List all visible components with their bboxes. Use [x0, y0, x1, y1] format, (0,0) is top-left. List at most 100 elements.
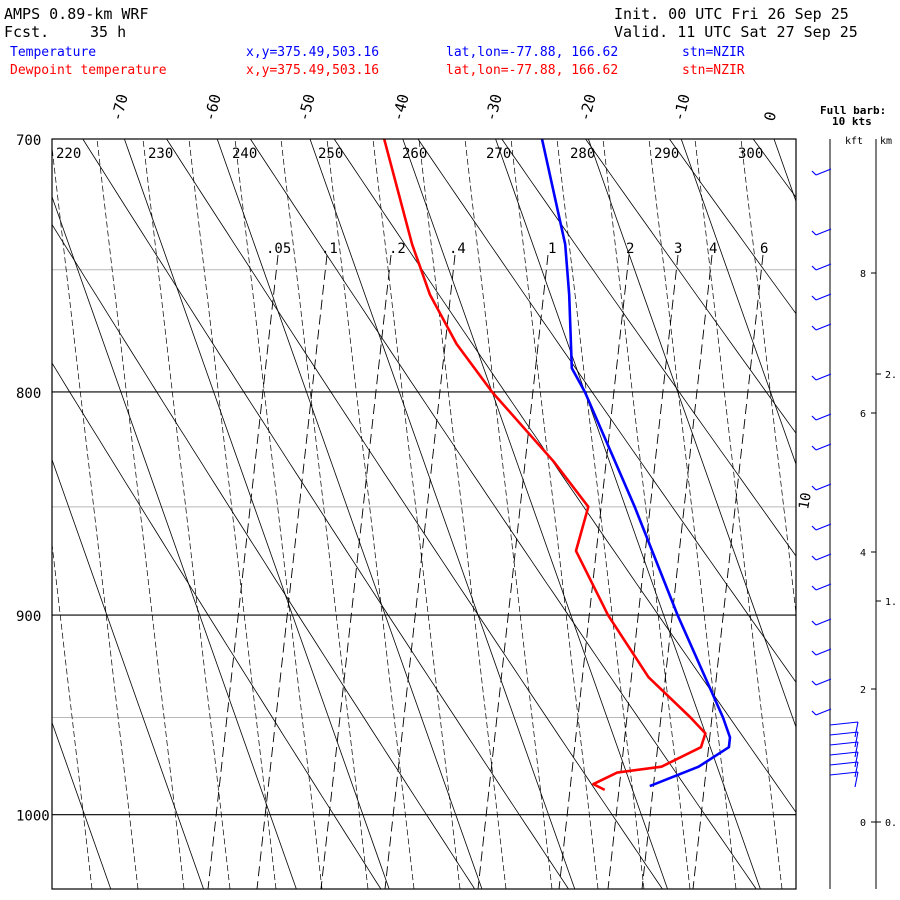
- wind-barb-flag: [811, 295, 817, 301]
- wind-barb-flag: [811, 585, 817, 591]
- dry-adiabat-line: [585, 139, 796, 434]
- wind-barb-staff: [829, 731, 859, 736]
- wind-barb-staff: [815, 648, 832, 656]
- mixing-ratio-line: [641, 254, 713, 889]
- dry-adiabat-line: [837, 139, 900, 889]
- km-label: km: [880, 136, 892, 147]
- wind-barb-staff: [829, 771, 859, 776]
- temperature-series-label: Temperature: [10, 45, 97, 60]
- theta-label: 290: [654, 146, 679, 162]
- wind-barb-staff: [815, 553, 832, 561]
- wind-barb-flag: [811, 265, 817, 271]
- dry-adiabat-line: [669, 139, 796, 315]
- wind-height-panel: Full barb: 10 kts kft km 10 8 6 4 2 0 2. 1. 0.: [796, 104, 897, 889]
- temperature-tick-label: -60: [200, 92, 224, 123]
- wind-barb-flag: [854, 721, 859, 738]
- valid-time: Valid. 11 UTC Sat 27 Sep 25: [614, 23, 858, 41]
- pressure-tick-label: 800: [16, 386, 41, 402]
- isotherm-line: [773, 139, 796, 203]
- theta-label: 300: [738, 146, 763, 162]
- temperature-latlon: lat,lon=-77.88, 166.62: [446, 45, 619, 60]
- wind-barb-flag: [811, 445, 817, 451]
- isotherm-line: [867, 139, 900, 889]
- isotherm-line: [680, 139, 796, 466]
- moist-adiabat-line: [52, 541, 93, 889]
- moist-adiabat-line: [96, 139, 185, 889]
- mixing-ratio-line: [320, 254, 392, 889]
- wind-barb-staff: [815, 413, 832, 421]
- km-tick-label: 1.: [885, 597, 897, 608]
- wind-barb-flag: [854, 731, 859, 748]
- moist-adiabat-line: [188, 139, 277, 889]
- dewpoint-station: stn=NZIR: [682, 63, 745, 78]
- dry-adiabat-line: [333, 139, 796, 813]
- wind-barb-staff: [815, 443, 832, 451]
- mixing-ratio-line: [384, 254, 456, 889]
- theta-label: 220: [56, 146, 81, 162]
- forecast-label: Fcst.: [4, 23, 50, 41]
- dry-adiabat-line: [166, 139, 663, 889]
- wind-barb-flag: [811, 620, 817, 626]
- background-grid: [52, 139, 900, 889]
- mixing-ratio-line: [256, 254, 328, 889]
- dewpoint-xy: x,y=375.49,503.16: [246, 63, 380, 78]
- mixing-ratio-label: 2: [626, 241, 634, 257]
- barb-legend-title: Full barb:: [820, 104, 886, 117]
- km-tick-label: 2.: [885, 370, 897, 381]
- mixing-ratio-label: 1: [548, 241, 556, 257]
- wind-barb-staff: [815, 618, 832, 626]
- wind-barb-flag: [854, 761, 859, 778]
- wind-barb-staff: [815, 708, 832, 716]
- kft-tick-label: 4: [860, 548, 866, 559]
- mixing-ratio-label: 4: [709, 241, 717, 257]
- pressure-tick-label: 1000: [16, 809, 50, 825]
- model-title: AMPS 0.89-km WRF: [4, 5, 149, 23]
- dry-adiabat-line: [52, 223, 476, 889]
- wind-barb-staff: [815, 293, 832, 301]
- wind-barb-staff: [829, 721, 859, 726]
- wind-barb-staff: [815, 323, 832, 331]
- moist-adiabat-line: [142, 139, 231, 889]
- dry-adiabat-line: [52, 362, 382, 889]
- kft-tick-label: 8: [860, 269, 866, 280]
- wind-barb-staff: [815, 583, 832, 591]
- kft-tick-label: 0: [860, 818, 866, 829]
- mixing-ratio-label: .2: [389, 241, 406, 257]
- dewpoint-latlon: lat,lon=-77.88, 166.62: [446, 63, 619, 78]
- wind-barb-flag: [811, 680, 817, 686]
- dewpoint-profile-line: [382, 139, 707, 792]
- dry-adiabat-line: [82, 139, 569, 889]
- kft-label: kft: [845, 136, 863, 147]
- moist-adiabat-line: [372, 139, 461, 889]
- mixing-ratio-line: [477, 254, 549, 889]
- wind-barb-flag: [811, 170, 817, 176]
- isotherm-line: [52, 721, 112, 889]
- wind-barb-staff: [829, 741, 859, 746]
- wind-barb-staff: [815, 263, 832, 271]
- theta-label: 240: [232, 146, 257, 162]
- theta-label: 250: [318, 146, 343, 162]
- mixing-ratio-label: .05: [266, 241, 291, 257]
- temperature-tick-label: -50: [294, 92, 318, 123]
- temperature-tick-label: -70: [107, 92, 131, 123]
- dry-adiabat-line: [752, 139, 796, 198]
- mixing-ratio-line: [558, 254, 630, 889]
- barb-legend-value: 10 kts: [832, 115, 872, 128]
- isotherm-line: [495, 139, 761, 889]
- mixing-ratio-label: 6: [760, 241, 768, 257]
- wind-barb-staff: [815, 228, 832, 236]
- profile-lines: [382, 139, 732, 792]
- theta-label: 230: [148, 146, 173, 162]
- wind-barb-staff: [815, 483, 832, 491]
- km-tick-label: 0.: [885, 818, 897, 829]
- plot-frame: [51, 138, 797, 890]
- pressure-tick-label: 700: [16, 133, 41, 149]
- theta-label: 260: [402, 146, 427, 162]
- temperature-xy: x,y=375.49,503.16: [246, 45, 380, 60]
- kft-tick-label: 6: [860, 409, 866, 420]
- temperature-tick-label: -40: [388, 92, 412, 123]
- wind-barb-staff: [815, 523, 832, 531]
- temperature-profile-line: [540, 139, 732, 788]
- moist-adiabat-line: [464, 139, 553, 889]
